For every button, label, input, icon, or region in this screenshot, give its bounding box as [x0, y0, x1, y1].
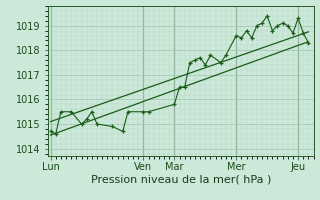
X-axis label: Pression niveau de la mer( hPa ): Pression niveau de la mer( hPa ): [91, 174, 271, 184]
